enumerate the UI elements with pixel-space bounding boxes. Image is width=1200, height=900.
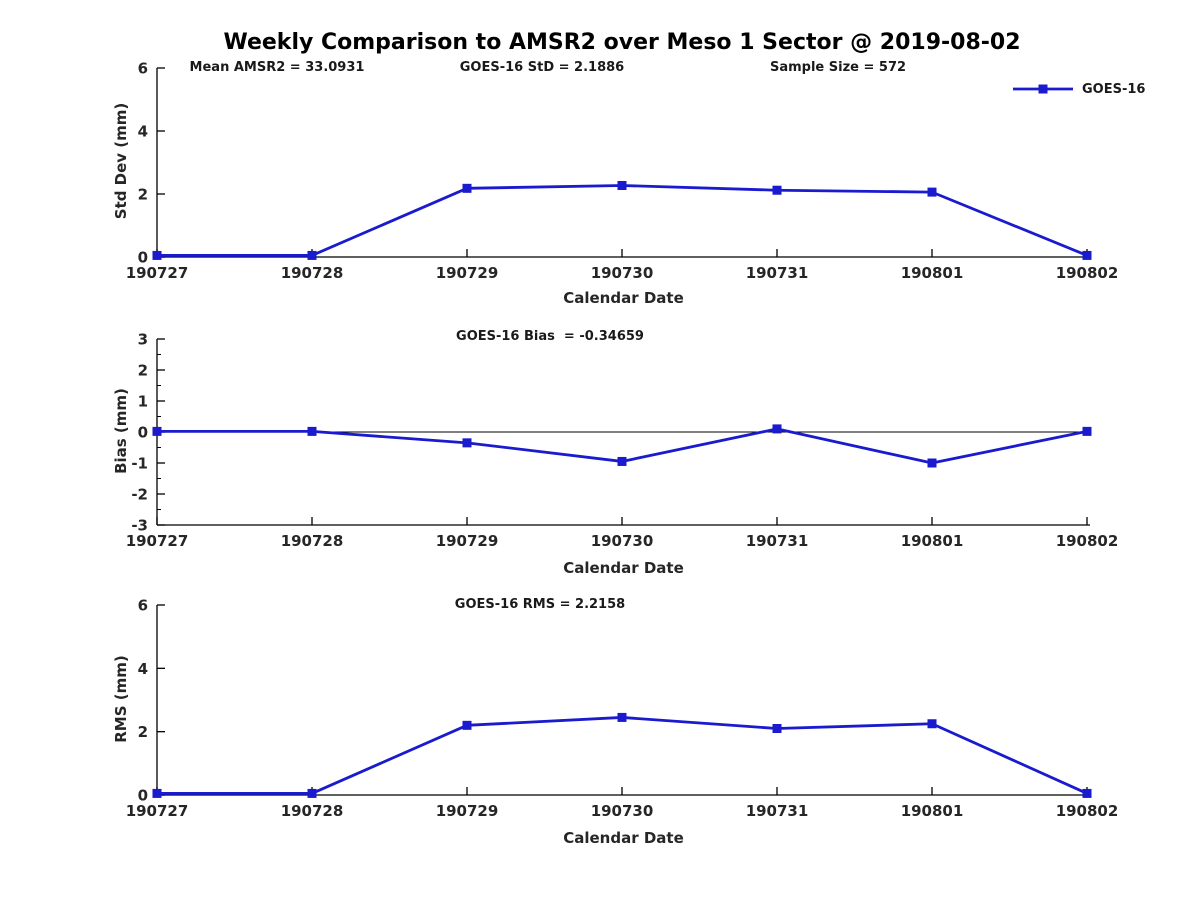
y-tick-label: 2 bbox=[138, 362, 148, 380]
x-tick-label: 190802 bbox=[1056, 264, 1119, 282]
annotation-sample-size: Sample Size = 572 bbox=[769, 60, 907, 75]
y-tick-label: 1 bbox=[138, 393, 148, 411]
y-tick-label: 6 bbox=[138, 597, 148, 615]
x-tick-label: 190729 bbox=[436, 802, 499, 820]
x-tick-label: 190729 bbox=[436, 532, 499, 550]
ylabel-rms: RMS (mm) bbox=[112, 655, 130, 743]
data-point-marker bbox=[927, 187, 937, 197]
x-tick-label: 190731 bbox=[746, 532, 809, 550]
data-point-marker bbox=[617, 456, 627, 466]
x-tick-label: 190801 bbox=[901, 802, 964, 820]
y-tick-label: 2 bbox=[138, 186, 148, 204]
data-point-marker bbox=[152, 788, 162, 798]
y-tick-label: -1 bbox=[131, 455, 148, 473]
y-tick-label: 0 bbox=[138, 787, 148, 805]
data-point-marker bbox=[927, 719, 937, 729]
x-tick-label: 190801 bbox=[901, 264, 964, 282]
legend-line-icon bbox=[1013, 84, 1073, 94]
ylabel-std-dev: Std Dev (mm) bbox=[112, 102, 130, 220]
y-tick-label: 0 bbox=[138, 424, 148, 442]
data-point-marker bbox=[152, 426, 162, 436]
data-point-marker bbox=[617, 712, 627, 722]
xlabel-panel-2: Calendar Date bbox=[563, 559, 684, 577]
data-point-marker bbox=[307, 426, 317, 436]
x-tick-label: 190728 bbox=[281, 532, 344, 550]
data-point-marker bbox=[772, 424, 782, 434]
xlabel-panel-3: Calendar Date bbox=[563, 829, 684, 847]
x-tick-label: 190730 bbox=[591, 802, 654, 820]
x-tick-label: 190731 bbox=[746, 264, 809, 282]
data-point-marker bbox=[617, 180, 627, 190]
data-point-marker bbox=[307, 788, 317, 798]
data-point-marker bbox=[462, 438, 472, 448]
data-line bbox=[157, 184, 1088, 257]
ylabel-bias: Bias (mm) bbox=[112, 388, 130, 474]
y-tick-label: 0 bbox=[138, 249, 148, 267]
xlabel-panel-1: Calendar Date bbox=[563, 289, 684, 307]
legend-label: GOES-16 bbox=[1082, 81, 1146, 97]
data-point-marker bbox=[152, 250, 162, 260]
annotation-mean-amsr2: Mean AMSR2 = 33.0931 bbox=[189, 60, 365, 75]
x-tick-label: 190801 bbox=[901, 532, 964, 550]
y-tick-label: -2 bbox=[131, 486, 148, 504]
data-point-marker bbox=[1082, 788, 1092, 798]
x-tick-label: 190730 bbox=[591, 264, 654, 282]
x-tick-label: 190728 bbox=[281, 264, 344, 282]
y-tick-label: 4 bbox=[138, 660, 148, 678]
data-point-marker bbox=[1082, 250, 1092, 260]
data-point-marker bbox=[462, 183, 472, 193]
y-tick-label: -3 bbox=[131, 517, 148, 535]
x-tick-label: 190802 bbox=[1056, 532, 1119, 550]
y-tick-label: 6 bbox=[138, 60, 148, 78]
x-tick-label: 190727 bbox=[126, 264, 189, 282]
data-point-marker bbox=[772, 185, 782, 195]
x-tick-label: 190731 bbox=[746, 802, 809, 820]
y-tick-label: 3 bbox=[138, 331, 148, 349]
y-tick-label: 2 bbox=[138, 723, 148, 741]
figure-title: Weekly Comparison to AMSR2 over Meso 1 S… bbox=[223, 30, 1021, 55]
data-point-marker bbox=[307, 250, 317, 260]
data-point-marker bbox=[1082, 426, 1092, 436]
x-tick-label: 190728 bbox=[281, 802, 344, 820]
legend: GOES-16 bbox=[1012, 80, 1145, 98]
x-tick-label: 190727 bbox=[126, 802, 189, 820]
annotation-goes-rms: GOES-16 RMS = 2.2158 bbox=[454, 597, 626, 612]
x-tick-label: 190730 bbox=[591, 532, 654, 550]
y-tick-label: 4 bbox=[138, 123, 148, 141]
data-point-marker bbox=[462, 720, 472, 730]
annotation-goes-bias: GOES-16 Bias = -0.34659 bbox=[456, 329, 644, 344]
x-tick-label: 190729 bbox=[436, 264, 499, 282]
x-tick-label: 190727 bbox=[126, 532, 189, 550]
x-tick-label: 190802 bbox=[1056, 802, 1119, 820]
data-line bbox=[157, 716, 1088, 795]
data-point-marker bbox=[927, 458, 937, 468]
data-point-marker bbox=[772, 724, 782, 733]
annotation-goes-std: GOES-16 StD = 2.1886 bbox=[459, 60, 625, 75]
